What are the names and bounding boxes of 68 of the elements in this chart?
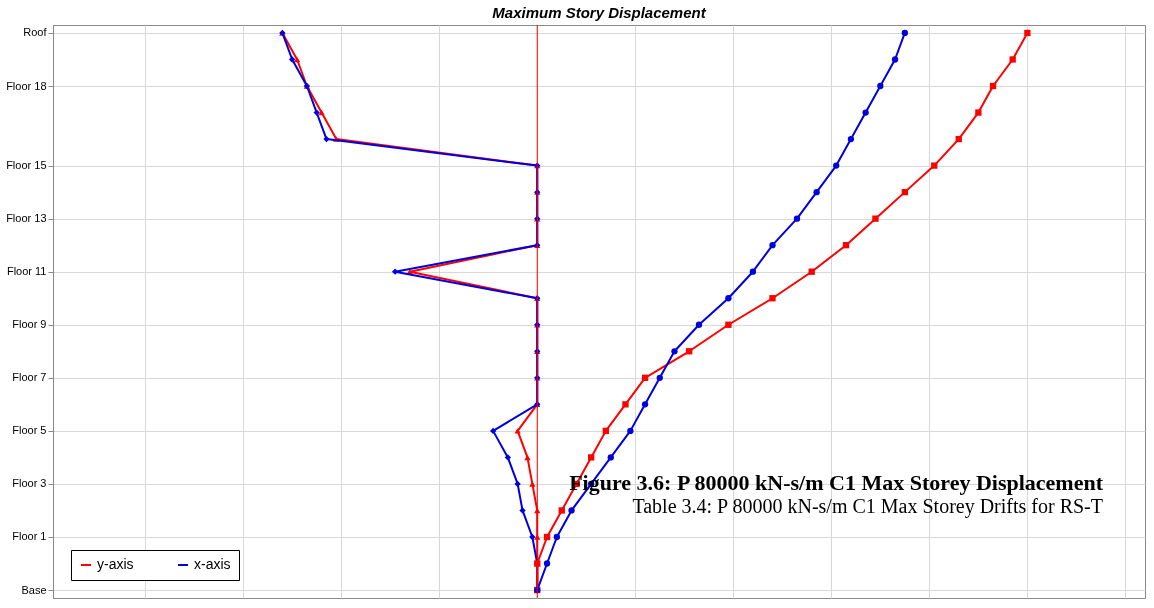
point	[519, 507, 526, 514]
point	[504, 454, 511, 461]
point	[313, 109, 320, 116]
point	[769, 242, 776, 249]
y-tick-label: Floor 3	[12, 477, 47, 490]
point	[671, 348, 678, 355]
point	[289, 56, 296, 63]
point	[989, 82, 997, 90]
y-tick-label: Floor 9	[12, 318, 47, 331]
legend-label: y-axis	[97, 556, 134, 572]
point	[862, 109, 869, 116]
point	[489, 427, 497, 435]
point	[695, 321, 703, 328]
point	[833, 162, 840, 169]
point	[514, 428, 521, 434]
point	[975, 109, 982, 116]
chart-title: Maximum Story Displacement	[492, 3, 707, 21]
point	[656, 374, 663, 381]
point	[529, 481, 536, 487]
point	[1009, 56, 1016, 63]
point	[1024, 29, 1031, 37]
point	[543, 560, 551, 567]
point	[568, 507, 575, 514]
point	[872, 215, 879, 222]
point	[607, 454, 614, 461]
point	[641, 401, 649, 408]
legend-label: x-axis	[194, 556, 231, 572]
point	[842, 242, 850, 249]
point	[901, 188, 908, 196]
point	[543, 533, 551, 541]
point	[293, 56, 301, 63]
point	[847, 135, 855, 143]
point	[588, 454, 595, 461]
point	[558, 507, 565, 514]
point	[891, 56, 899, 63]
y-tick-label: Floor 7	[12, 371, 47, 384]
y-tick-label: Floor 15	[6, 159, 47, 172]
point	[955, 135, 962, 143]
point	[391, 268, 399, 275]
point	[318, 109, 325, 116]
point	[529, 533, 536, 541]
y-tick-label: Base	[21, 583, 47, 596]
y-tick-label: Floor 11	[6, 265, 47, 278]
y-tick-label: Floor 5	[12, 424, 47, 437]
point	[514, 480, 521, 488]
point	[524, 454, 531, 461]
point	[725, 321, 732, 328]
point	[813, 188, 820, 196]
y-tick-label: Floor 13	[6, 212, 47, 225]
point	[793, 215, 801, 222]
y-tick-label: Roof	[23, 26, 48, 39]
point	[622, 401, 629, 408]
point	[808, 268, 815, 275]
point	[877, 82, 884, 90]
y-tick-label: Floor 1	[12, 530, 47, 543]
annotation: Table 3.4: P 80000 kN-s/m C1 Max Storey Drifts for RS-T	[632, 495, 1103, 518]
point	[686, 348, 693, 355]
point	[725, 295, 732, 302]
point	[602, 427, 610, 435]
point	[553, 533, 561, 541]
point	[323, 135, 330, 143]
point	[749, 268, 757, 275]
point	[627, 427, 634, 435]
point	[931, 162, 938, 169]
point	[769, 295, 776, 302]
y-tick-label: Floor 18	[6, 79, 47, 92]
point	[641, 374, 649, 381]
point	[901, 29, 908, 37]
